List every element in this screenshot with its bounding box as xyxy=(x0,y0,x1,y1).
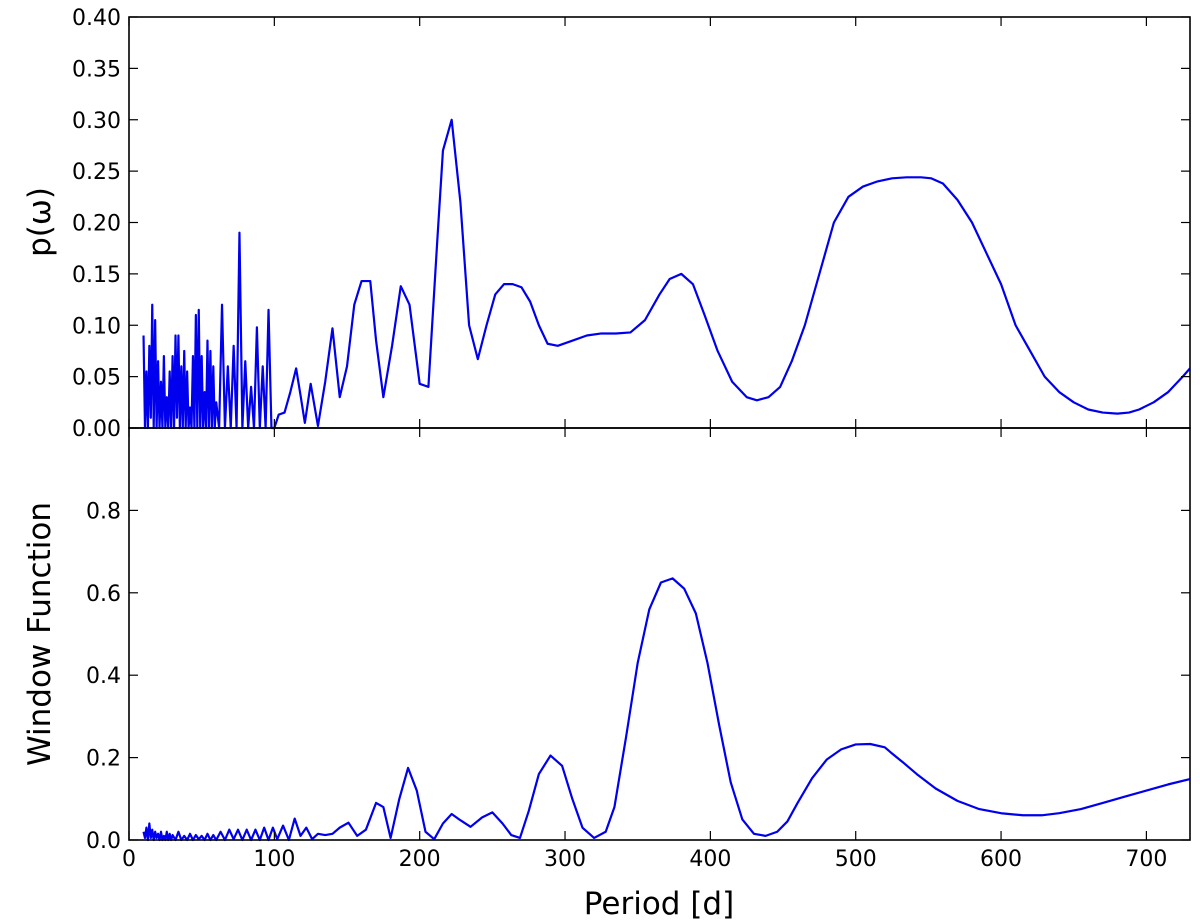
periodogram-y-tick-label: 0.40 xyxy=(72,6,121,31)
periodogram-panel: 0.00 0.05 0.10 0.15 0.20 0.25 0.30 0.35 0.40 xyxy=(72,6,1191,442)
window-function-y-axis-label: Window Function xyxy=(22,502,58,766)
window-function-x-tick-label: 200 xyxy=(399,847,441,872)
periodogram-y-tick-label: 0.20 xyxy=(72,212,121,237)
window-function-y-tick-label: 0.8 xyxy=(86,499,121,524)
window-function-x-tick-label: 300 xyxy=(544,847,586,872)
window-function-x-tick-label: 700 xyxy=(1125,847,1167,872)
period-x-axis-label: Period [d] xyxy=(584,886,734,922)
periodogram-y-tick-label: 0.35 xyxy=(72,57,121,82)
window-function-y-tick-label: 0.2 xyxy=(86,747,121,772)
window-function-panel: 0.0 0.2 0.4 0.6 0.8 0 100 200 300 400 500 600 700 xyxy=(86,427,1191,872)
window-function-x-tick-label: 100 xyxy=(253,847,295,872)
periodogram-y-tick-label: 0.30 xyxy=(72,109,121,134)
window-function-y-tick-label: 0.6 xyxy=(86,582,121,607)
window-function-x-tick-label: 600 xyxy=(980,847,1022,872)
periodogram-y-axis-label: p(ω) xyxy=(22,187,58,257)
periodogram-y-tick-label: 0.15 xyxy=(72,263,121,288)
window-function-x-tick-label: 0 xyxy=(122,847,136,872)
window-function-y-tick-label: 0.0 xyxy=(86,829,121,854)
window-function-x-tick-label: 500 xyxy=(835,847,877,872)
periodogram-y-tick-label: 0.25 xyxy=(72,160,121,185)
window-function-x-tick-label: 400 xyxy=(689,847,731,872)
periodogram-y-tick-label: 0.00 xyxy=(72,417,121,442)
periodogram-y-tick-label: 0.05 xyxy=(72,366,121,391)
window-function-axes-frame xyxy=(128,427,1191,841)
periodogram-series-line xyxy=(142,118,1191,430)
window-function-y-tick-label: 0.4 xyxy=(86,664,121,689)
periodogram-y-tick-label: 0.10 xyxy=(72,314,121,339)
